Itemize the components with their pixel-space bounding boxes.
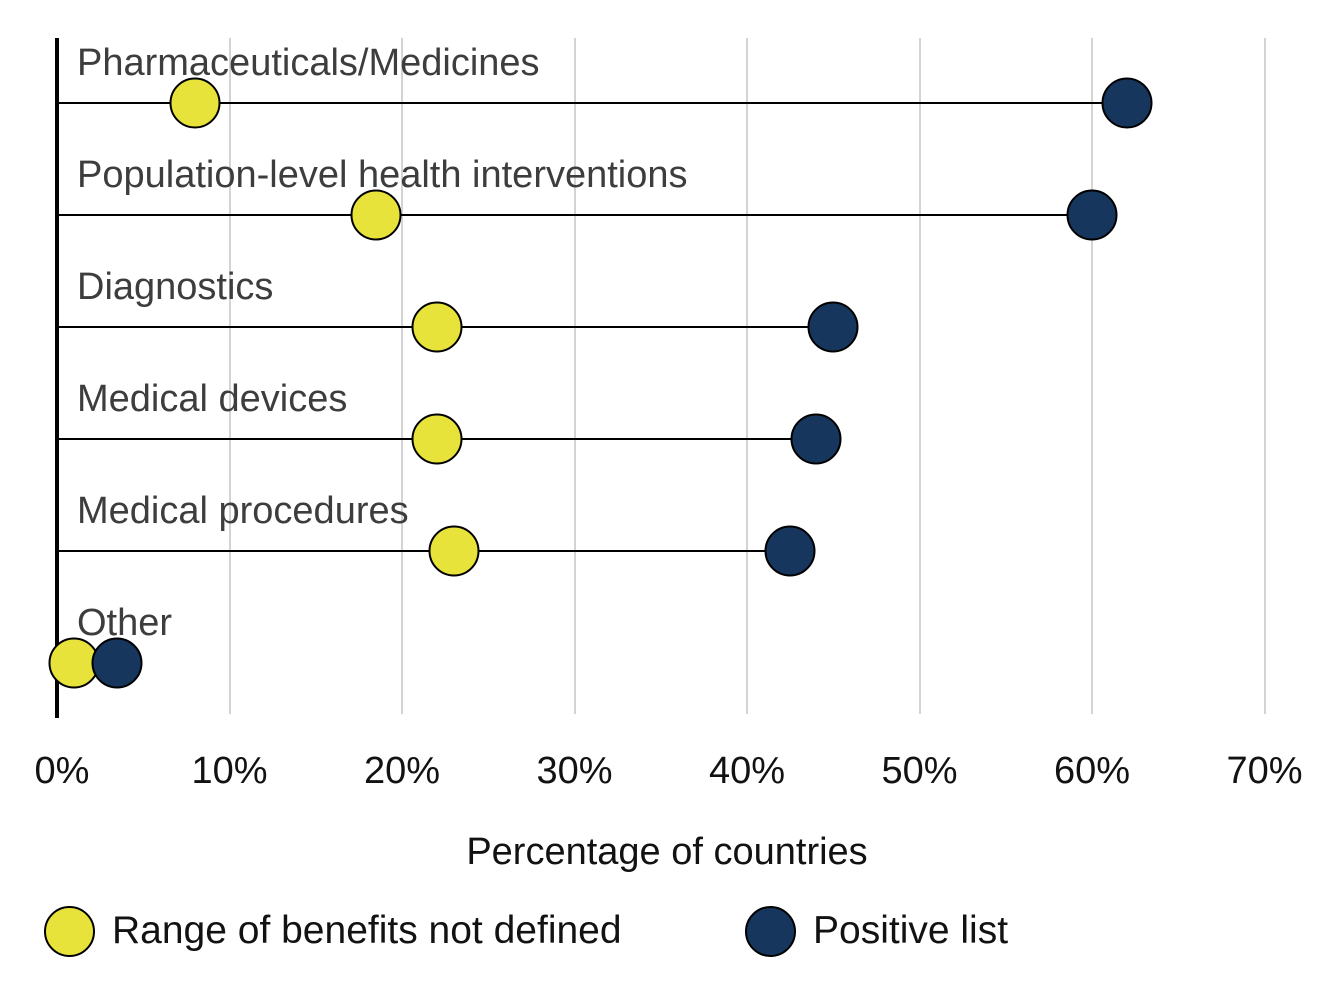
gridline: [401, 38, 403, 714]
row-stem: [57, 101, 1127, 105]
x-tick-label: 40%: [708, 750, 786, 792]
legend-label-positive-list: Positive list: [813, 909, 1009, 952]
category-label: Diagnostics: [77, 266, 274, 308]
marker-not-defined: [350, 189, 402, 241]
legend-item-not-defined: Range of benefits not defined: [44, 905, 622, 957]
category-label: Population-level health interventions: [77, 154, 688, 196]
y-axis-line: [55, 38, 59, 718]
x-tick-label: 20%: [363, 750, 441, 792]
marker-not-defined: [411, 413, 462, 465]
category-label: Pharmaceuticals/Medicines: [77, 42, 540, 84]
marker-positive-list: [790, 413, 842, 465]
marker-positive-list: [1101, 77, 1152, 129]
gridline: [746, 38, 748, 714]
gridline: [918, 38, 921, 714]
x-axis-title: Percentage of countries: [466, 831, 868, 873]
legend-label-not-defined: Range of benefits not defined: [112, 909, 622, 952]
category-label: Medical procedures: [77, 490, 409, 532]
marker-not-defined: [169, 77, 221, 129]
row-stem: [57, 549, 791, 553]
gridline: [1263, 38, 1266, 714]
marker-positive-list: [1066, 189, 1118, 241]
x-tick-label: 70%: [1226, 750, 1303, 792]
gridline: [573, 38, 576, 714]
marker-positive-list: [91, 637, 143, 689]
marker-not-defined: [428, 525, 480, 577]
legend-swatch-not-defined-icon: [44, 905, 95, 957]
marker-not-defined: [411, 301, 462, 353]
category-label: Medical devices: [77, 378, 348, 420]
gridline: [228, 38, 231, 714]
x-tick-label: 10%: [191, 750, 268, 792]
x-tick-label: 50%: [881, 750, 958, 792]
x-tick-label: 60%: [1053, 750, 1131, 792]
legend-swatch-positive-list-icon: [745, 905, 796, 957]
category-label: Other: [77, 602, 173, 644]
legend-item-positive-list: Positive list: [745, 905, 1008, 957]
marker-positive-list: [807, 301, 859, 353]
marker-positive-list: [764, 525, 816, 577]
x-tick-label: 30%: [536, 750, 613, 792]
x-tick-label: 0%: [34, 750, 90, 792]
gridline: [1091, 38, 1093, 714]
row-stem: [57, 213, 1092, 217]
